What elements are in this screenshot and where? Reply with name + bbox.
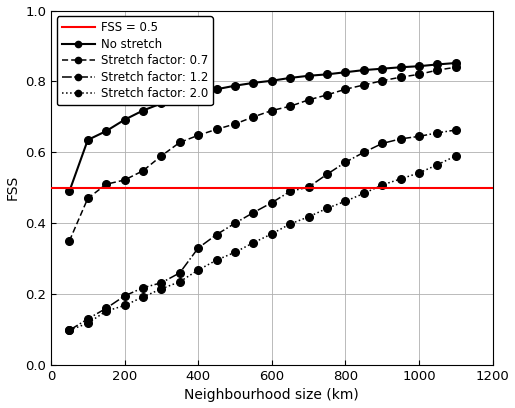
Stretch factor: 2.0: (350, 0.235): 2.0: (350, 0.235) — [177, 279, 183, 284]
Stretch factor: 2.0: (50, 0.098): 2.0: (50, 0.098) — [66, 328, 73, 333]
Stretch factor: 0.7: (350, 0.628): 0.7: (350, 0.628) — [177, 140, 183, 145]
Stretch factor: 0.7: (1e+03, 0.82): 0.7: (1e+03, 0.82) — [416, 72, 422, 77]
Line: Stretch factor: 2.0: Stretch factor: 2.0 — [65, 152, 459, 334]
No stretch — [177, 95, 183, 100]
Stretch factor: 2.0: (100, 0.118): 2.0: (100, 0.118) — [84, 321, 91, 326]
Stretch factor: 1.2: (400, 0.33): 1.2: (400, 0.33) — [195, 246, 201, 251]
Stretch factor: 0.7: (600, 0.718): 0.7: (600, 0.718) — [269, 108, 275, 113]
Stretch factor: 1.2: (800, 0.572): 1.2: (800, 0.572) — [342, 160, 349, 165]
Stretch factor: 1.2: (350, 0.26): 1.2: (350, 0.26) — [177, 271, 183, 275]
Line: Stretch factor: 0.7: Stretch factor: 0.7 — [65, 64, 459, 245]
Stretch factor: 0.7: (950, 0.812): 0.7: (950, 0.812) — [398, 75, 404, 80]
Stretch factor: 1.2: (650, 0.49): 1.2: (650, 0.49) — [287, 189, 293, 194]
X-axis label: Neighbourhood size (km): Neighbourhood size (km) — [184, 388, 359, 402]
Stretch factor: 2.0: (300, 0.215): 2.0: (300, 0.215) — [158, 286, 164, 291]
Stretch factor: 2.0: (600, 0.37): 2.0: (600, 0.37) — [269, 231, 275, 236]
Stretch factor: 0.7: (400, 0.648): 0.7: (400, 0.648) — [195, 133, 201, 138]
Stretch factor: 0.7: (150, 0.51): 0.7: (150, 0.51) — [103, 182, 109, 187]
Stretch factor: 1.2: (250, 0.218): 1.2: (250, 0.218) — [140, 285, 146, 290]
Stretch factor: 1.2: (150, 0.16): 1.2: (150, 0.16) — [103, 306, 109, 311]
Stretch factor: 2.0: (750, 0.442): 2.0: (750, 0.442) — [324, 206, 330, 211]
No stretch — [214, 87, 220, 92]
Stretch factor: 1.2: (50, 0.098): 1.2: (50, 0.098) — [66, 328, 73, 333]
Line: Stretch factor: 1.2: Stretch factor: 1.2 — [65, 126, 459, 334]
Stretch factor: 2.0: (400, 0.268): 2.0: (400, 0.268) — [195, 268, 201, 273]
Stretch factor: 1.2: (1e+03, 0.645): 1.2: (1e+03, 0.645) — [416, 134, 422, 139]
Stretch factor: 2.0: (500, 0.318): 2.0: (500, 0.318) — [232, 250, 238, 255]
No stretch — [434, 62, 440, 67]
Stretch factor: 2.0: (1e+03, 0.542): 2.0: (1e+03, 0.542) — [416, 171, 422, 175]
Stretch factor: 2.0: (250, 0.192): 2.0: (250, 0.192) — [140, 295, 146, 299]
Stretch factor: 2.0: (450, 0.296): 2.0: (450, 0.296) — [214, 258, 220, 263]
Stretch factor: 2.0: (200, 0.168): 2.0: (200, 0.168) — [122, 303, 128, 308]
Stretch factor: 0.7: (300, 0.59): 0.7: (300, 0.59) — [158, 153, 164, 158]
Stretch factor: 0.7: (1.05e+03, 0.832): 0.7: (1.05e+03, 0.832) — [434, 68, 440, 73]
Stretch factor: 0.7: (800, 0.778): 0.7: (800, 0.778) — [342, 87, 349, 92]
No stretch — [232, 83, 238, 88]
No stretch — [195, 90, 201, 95]
No stretch — [84, 137, 91, 142]
No stretch — [287, 75, 293, 80]
No stretch — [453, 60, 459, 65]
Stretch factor: 2.0: (900, 0.508): 2.0: (900, 0.508) — [379, 182, 385, 187]
Stretch factor: 0.7: (650, 0.73): 0.7: (650, 0.73) — [287, 104, 293, 109]
Stretch factor: 2.0: (800, 0.462): 2.0: (800, 0.462) — [342, 199, 349, 204]
No stretch — [324, 72, 330, 77]
Stretch factor: 1.2: (950, 0.638): 1.2: (950, 0.638) — [398, 136, 404, 141]
No stretch — [416, 64, 422, 69]
Stretch factor: 1.2: (750, 0.538): 1.2: (750, 0.538) — [324, 172, 330, 177]
No stretch — [158, 101, 164, 106]
Stretch factor: 1.2: (500, 0.4): 1.2: (500, 0.4) — [232, 221, 238, 226]
Stretch factor: 0.7: (100, 0.47): 0.7: (100, 0.47) — [84, 196, 91, 201]
Line: No stretch: No stretch — [65, 59, 459, 195]
Stretch factor: 0.7: (50, 0.35): 0.7: (50, 0.35) — [66, 239, 73, 244]
No stretch — [360, 68, 367, 73]
Stretch factor: 1.2: (900, 0.625): 1.2: (900, 0.625) — [379, 141, 385, 146]
Stretch factor: 2.0: (850, 0.484): 2.0: (850, 0.484) — [360, 191, 367, 196]
Stretch factor: 1.2: (1.05e+03, 0.655): 1.2: (1.05e+03, 0.655) — [434, 131, 440, 135]
Stretch factor: 2.0: (1.05e+03, 0.565): 2.0: (1.05e+03, 0.565) — [434, 162, 440, 167]
Stretch factor: 0.7: (1.1e+03, 0.84): 0.7: (1.1e+03, 0.84) — [453, 65, 459, 70]
Stretch factor: 1.2: (200, 0.195): 1.2: (200, 0.195) — [122, 293, 128, 298]
Stretch factor: 0.7: (200, 0.522): 0.7: (200, 0.522) — [122, 177, 128, 182]
No stretch — [103, 129, 109, 133]
Stretch factor: 0.7: (750, 0.762): 0.7: (750, 0.762) — [324, 93, 330, 98]
No stretch — [250, 80, 256, 85]
Legend: FSS = 0.5, No stretch, Stretch factor: 0.7, Stretch factor: 1.2, Stretch factor:: FSS = 0.5, No stretch, Stretch factor: 0… — [57, 16, 213, 105]
Stretch factor: 1.2: (100, 0.13): 1.2: (100, 0.13) — [84, 317, 91, 322]
Stretch factor: 2.0: (650, 0.398): 2.0: (650, 0.398) — [287, 222, 293, 226]
No stretch — [140, 108, 146, 113]
No stretch — [305, 73, 312, 78]
Stretch factor: 0.7: (450, 0.665): 0.7: (450, 0.665) — [214, 127, 220, 132]
Stretch factor: 0.7: (900, 0.802): 0.7: (900, 0.802) — [379, 78, 385, 83]
No stretch — [269, 78, 275, 83]
Stretch factor: 2.0: (150, 0.152): 2.0: (150, 0.152) — [103, 309, 109, 314]
Stretch factor: 2.0: (550, 0.345): 2.0: (550, 0.345) — [250, 240, 256, 245]
No stretch — [398, 65, 404, 70]
Stretch factor: 1.2: (850, 0.6): 1.2: (850, 0.6) — [360, 150, 367, 155]
Stretch factor: 2.0: (950, 0.525): 2.0: (950, 0.525) — [398, 177, 404, 182]
Stretch factor: 2.0: (1.1e+03, 0.59): 2.0: (1.1e+03, 0.59) — [453, 153, 459, 158]
Y-axis label: FSS: FSS — [6, 175, 20, 200]
No stretch — [122, 117, 128, 122]
Stretch factor: 1.2: (700, 0.502): 1.2: (700, 0.502) — [305, 185, 312, 190]
No stretch — [342, 70, 349, 75]
Stretch factor: 0.7: (550, 0.7): 0.7: (550, 0.7) — [250, 115, 256, 120]
Stretch factor: 1.2: (450, 0.368): 1.2: (450, 0.368) — [214, 232, 220, 237]
Stretch factor: 1.2: (300, 0.232): 1.2: (300, 0.232) — [158, 280, 164, 285]
No stretch — [379, 66, 385, 71]
No stretch — [66, 189, 73, 194]
Stretch factor: 1.2: (1.1e+03, 0.663): 1.2: (1.1e+03, 0.663) — [453, 128, 459, 133]
Stretch factor: 1.2: (600, 0.458): 1.2: (600, 0.458) — [269, 200, 275, 205]
Stretch factor: 0.7: (500, 0.68): 0.7: (500, 0.68) — [232, 122, 238, 126]
Stretch factor: 0.7: (850, 0.79): 0.7: (850, 0.79) — [360, 82, 367, 87]
Stretch factor: 0.7: (250, 0.548): 0.7: (250, 0.548) — [140, 169, 146, 173]
Stretch factor: 0.7: (700, 0.748): 0.7: (700, 0.748) — [305, 98, 312, 102]
Stretch factor: 2.0: (700, 0.418): 2.0: (700, 0.418) — [305, 215, 312, 220]
Stretch factor: 1.2: (550, 0.43): 1.2: (550, 0.43) — [250, 210, 256, 215]
